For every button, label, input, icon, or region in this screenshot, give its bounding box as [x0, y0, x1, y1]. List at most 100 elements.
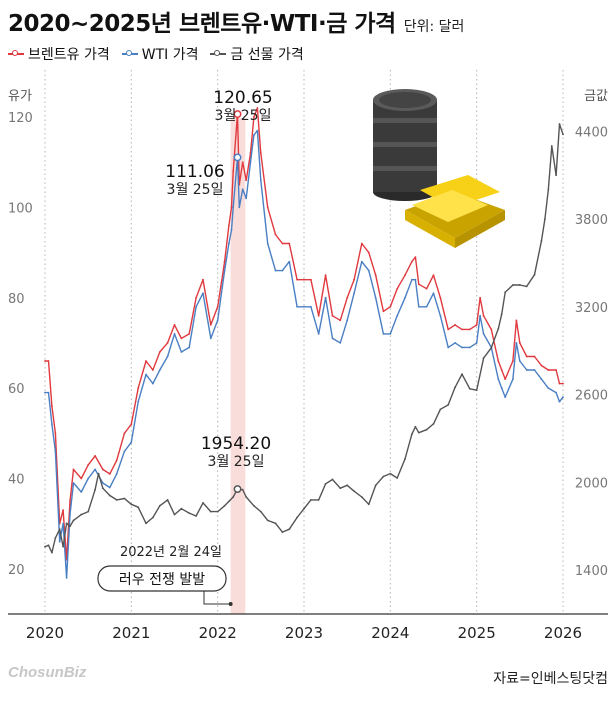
data-point-0 — [195, 296, 197, 299]
data-point-0 — [558, 382, 561, 385]
data-point-0 — [367, 251, 370, 254]
data-point-2 — [54, 537, 57, 539]
data-point-1 — [62, 522, 65, 525]
data-point-2 — [188, 512, 191, 514]
data-point-2 — [475, 389, 478, 392]
data-point-1 — [209, 337, 212, 340]
data-point-1 — [367, 269, 370, 272]
x-tick-label: 2020 — [26, 624, 64, 642]
data-point-0 — [411, 260, 413, 263]
data-point-2 — [317, 499, 320, 501]
data-point-2 — [166, 499, 169, 501]
data-point-2 — [115, 499, 118, 501]
data-point-2 — [296, 516, 298, 519]
annotation-value: 120.65 — [213, 88, 272, 108]
data-point-1 — [439, 314, 442, 317]
data-point-0 — [515, 319, 518, 322]
data-point-1 — [461, 346, 463, 349]
data-point-0 — [266, 206, 269, 209]
y-right-tick-label: 2600 — [575, 389, 608, 404]
y-right-tick-label: 3800 — [575, 213, 608, 228]
data-point-1 — [281, 269, 284, 272]
data-point-0 — [108, 473, 111, 475]
data-point-0 — [256, 107, 259, 109]
data-point-1 — [414, 278, 417, 281]
data-point-2 — [310, 499, 312, 501]
data-point-1 — [253, 134, 255, 137]
data-point-1 — [432, 292, 435, 295]
data-point-0 — [404, 274, 406, 277]
data-point-0 — [518, 342, 521, 344]
data-point-1 — [72, 482, 75, 484]
data-point-0 — [223, 260, 226, 263]
data-point-0 — [94, 454, 96, 457]
logo-suffix: Biz — [63, 664, 87, 681]
data-point-0 — [180, 337, 183, 340]
legend-brent-swatch — [8, 49, 24, 59]
data-point-2 — [389, 472, 392, 475]
data-point-0 — [374, 274, 377, 277]
data-point-0 — [533, 355, 536, 358]
data-point-0 — [512, 360, 514, 362]
data-point-2 — [468, 387, 471, 390]
legend: 브렌트유 가격 WTI 가격 금 선물 가격 — [8, 44, 316, 64]
data-point-2 — [101, 487, 104, 490]
data-point-1 — [65, 576, 68, 579]
data-point-1 — [223, 269, 226, 272]
data-point-0 — [324, 274, 327, 277]
data-point-2 — [259, 510, 262, 513]
data-point-0 — [331, 314, 334, 317]
data-point-1 — [87, 477, 90, 480]
data-point-0 — [389, 305, 392, 308]
data-point-0 — [439, 296, 442, 299]
data-point-1 — [468, 346, 471, 349]
legend-gold-swatch — [210, 49, 227, 59]
data-point-0 — [310, 278, 312, 281]
y-right-tick-label: 1400 — [575, 564, 608, 579]
data-point-0 — [241, 161, 244, 164]
data-point-1 — [241, 188, 244, 191]
event-label-box — [97, 565, 227, 592]
data-point-0 — [158, 351, 161, 353]
data-point-1 — [417, 305, 420, 308]
data-point-2 — [367, 503, 370, 506]
data-point-1 — [51, 423, 53, 426]
data-point-2 — [223, 504, 226, 507]
data-point-0 — [490, 328, 493, 331]
data-point-1 — [47, 391, 50, 394]
data-point-0 — [353, 278, 355, 281]
data-point-1 — [558, 400, 561, 403]
data-point-1 — [562, 396, 564, 399]
data-point-0 — [152, 369, 154, 371]
data-point-1 — [360, 260, 363, 263]
data-point-1 — [497, 378, 500, 380]
data-point-0 — [479, 296, 482, 299]
data-point-2 — [72, 519, 75, 522]
data-point-1 — [515, 342, 518, 344]
data-point-2 — [288, 528, 291, 531]
data-point-1 — [94, 468, 96, 471]
data-point-0 — [382, 310, 385, 313]
data-point-2 — [382, 475, 385, 478]
data-point-1 — [317, 332, 320, 335]
data-point-1 — [188, 346, 191, 349]
data-point-2 — [525, 285, 528, 288]
data-point-2 — [232, 496, 235, 498]
data-point-0 — [253, 116, 255, 118]
data-point-2 — [518, 284, 521, 286]
legend-item-gold: 금 선물 가격 — [210, 44, 304, 64]
data-point-1 — [331, 337, 334, 340]
data-point-1 — [180, 351, 183, 353]
data-point-1 — [525, 369, 528, 371]
data-point-2 — [454, 386, 456, 389]
data-point-0 — [317, 314, 320, 317]
data-point-1 — [447, 346, 450, 349]
publisher-logo: ChosunBiz — [8, 664, 86, 681]
data-point-2 — [130, 503, 133, 506]
data-point-0 — [137, 387, 140, 390]
data-point-2 — [69, 525, 71, 528]
data-point-2 — [497, 327, 500, 330]
data-point-1 — [152, 382, 154, 385]
data-point-1 — [173, 332, 176, 335]
data-point-0 — [396, 287, 399, 290]
